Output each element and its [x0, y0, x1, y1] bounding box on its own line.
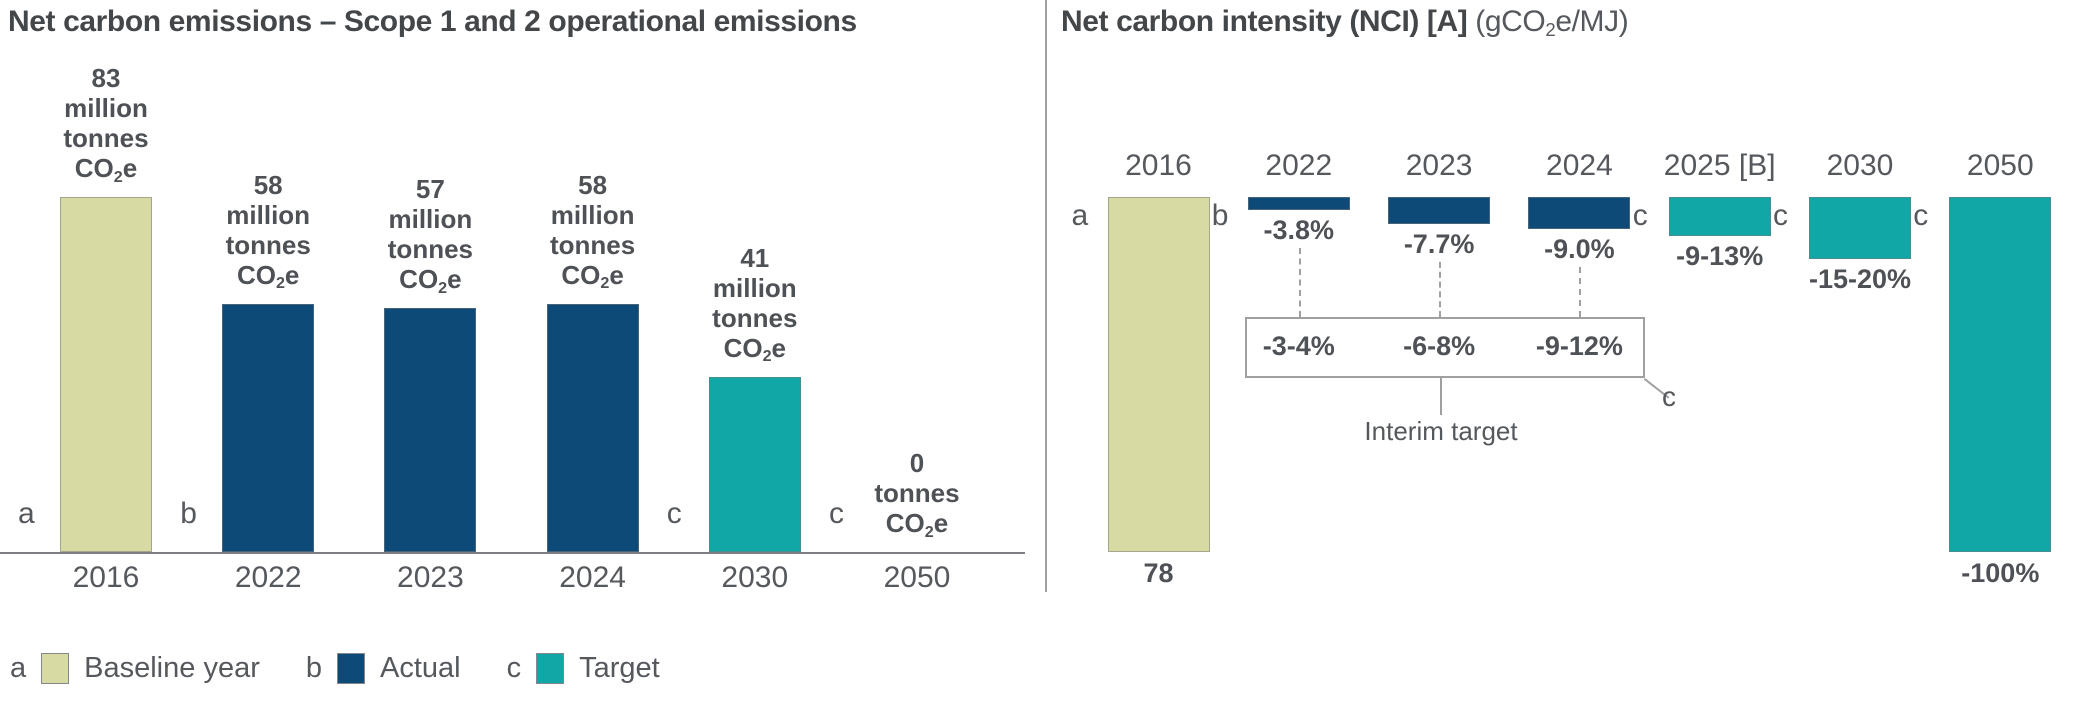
nci-bar-2025B-target: [1668, 197, 1771, 237]
nci-value-label-2050: -100%: [1961, 558, 2040, 588]
year-label-2024: 2024: [559, 561, 626, 594]
year-label-2050: 2050: [883, 561, 951, 594]
legend-swatch-target: [536, 653, 565, 684]
nci-series-letter-2016: a: [1071, 199, 1089, 232]
x-axis-line: [0, 552, 1025, 554]
nci-bar-2024-actual: [1528, 197, 1631, 229]
year-label-2023: 2023: [397, 561, 464, 594]
bar-2024-actual: [546, 303, 639, 552]
legend-label-actual: Actual: [380, 652, 461, 684]
nci-year-label-2030: 2030: [1826, 149, 1894, 182]
value-label-2024: 58 million tonnes CO2e: [549, 169, 636, 293]
nci-year-label-2050: 2050: [1966, 149, 2034, 182]
value-label-2023: 57 million tonnes CO2e: [387, 174, 474, 297]
interim-range-2022: -3-4%: [1262, 331, 1335, 361]
series-letter-2050: c: [829, 497, 844, 530]
year-label-2016: 2016: [72, 561, 140, 594]
legend-letter-actual: b: [305, 652, 322, 684]
legend-letter-target: c: [506, 652, 522, 684]
legend-item-baseline: a Baseline year: [10, 652, 260, 685]
chart-divider: [1045, 0, 1047, 592]
nci-year-label-2023: 2023: [1405, 149, 1473, 182]
bar-2030-target: [708, 376, 801, 552]
legend-item-actual: b Actual: [306, 652, 461, 685]
nci-year-label-2025B: 2025 [B]: [1663, 149, 1776, 182]
legend-letter-baseline: a: [10, 652, 27, 684]
interim-caption-line: [1440, 378, 1442, 415]
interim-connector-2022: [1298, 248, 1301, 317]
nci-bar-2016-baseline: [1107, 197, 1210, 552]
nci-value-label-2030: -15-20%: [1808, 264, 1912, 295]
chart-legend: a Baseline year b Actual c Target: [10, 652, 660, 685]
series-letter-2022: b: [180, 497, 197, 530]
right-chart-title: Net carbon intensity (NCI) [A] (gCO2e/MJ…: [1061, 5, 1629, 41]
legend-label-target: Target: [579, 652, 660, 684]
nci-value-label-2023: -7.7%: [1403, 229, 1475, 260]
nci-year-label-2024: 2024: [1546, 149, 1613, 182]
value-label-2022: 58 million tonnes CO2e: [225, 169, 311, 293]
value-label-2030: 41 million tonnes CO2e: [712, 242, 798, 366]
interim-connector-2023: [1439, 262, 1442, 317]
right-chart-title-unit: (gCO2e/MJ): [1475, 5, 1629, 41]
year-label-2022: 2022: [234, 561, 302, 594]
interim-target-box: [1245, 317, 1645, 378]
legend-label-baseline: Baseline year: [84, 652, 260, 684]
nci-bar-2022-actual: [1247, 197, 1350, 211]
interim-target-caption: Interim target: [1364, 416, 1518, 446]
legend-swatch-actual: [337, 653, 365, 684]
series-letter-2030: c: [666, 497, 682, 530]
value-label-2016: 83 million tonnes CO2e: [63, 63, 149, 186]
interim-range-2023: -6-8%: [1403, 331, 1476, 361]
interim-series-letter: c: [1662, 381, 1676, 412]
nci-series-letter-2050: c: [1913, 199, 1929, 232]
nci-bar-2050-target: [1949, 197, 2052, 552]
bar-2023-actual: [384, 308, 477, 552]
series-letter-2016: a: [18, 497, 35, 530]
nci-value-label-2016: 78: [1143, 558, 1174, 588]
interim-connector-2024: [1579, 266, 1582, 317]
nci-value-label-2025B: -9-13%: [1676, 241, 1764, 272]
nci-year-label-2016: 2016: [1125, 149, 1192, 182]
right-chart-title-main: Net carbon intensity (NCI) [A]: [1061, 5, 1468, 38]
nci-value-label-2024: -9.0%: [1544, 233, 1615, 264]
value-label-2050: 0 tonnes CO2e: [874, 448, 960, 541]
bar-2022-actual: [222, 303, 315, 552]
nci-series-letter-2022: b: [1211, 199, 1229, 232]
year-label-2030: 2030: [721, 561, 789, 594]
bar-2016-baseline: [60, 197, 152, 552]
nci-bar-2023-actual: [1388, 197, 1491, 225]
legend-swatch-baseline: [41, 653, 70, 684]
legend-item-target: c Target: [507, 652, 660, 685]
nci-year-label-2022: 2022: [1265, 149, 1333, 182]
nci-series-letter-2030: c: [1773, 199, 1788, 232]
nci-bar-2030-target: [1809, 197, 1911, 260]
nci-series-letter-2025B: c: [1632, 199, 1648, 232]
interim-range-2024: -9-12%: [1535, 331, 1623, 361]
nci-value-label-2022: -3.8%: [1263, 215, 1335, 246]
left-chart-title: Net carbon emissions – Scope 1 and 2 ope…: [8, 5, 857, 38]
